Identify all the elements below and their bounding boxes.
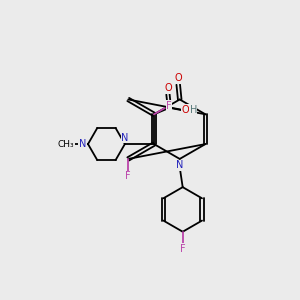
Text: O: O [182,105,190,115]
Text: O: O [174,73,182,83]
Text: N: N [79,139,86,149]
Text: F: F [125,171,131,181]
Text: N: N [79,139,86,149]
Text: O: O [182,105,190,115]
Text: CH₃: CH₃ [58,140,75,148]
Text: CH₃: CH₃ [58,140,75,148]
Text: H: H [190,105,197,115]
Text: F: F [125,171,131,181]
Text: F: F [180,244,185,254]
Text: N: N [121,133,128,142]
Text: O: O [164,83,172,94]
Text: O: O [164,83,172,94]
Text: H: H [190,105,197,115]
Text: F: F [166,101,172,111]
Text: O: O [174,73,182,83]
Text: N: N [176,160,183,170]
Text: F: F [180,244,185,254]
Text: N: N [121,133,128,142]
Text: F: F [166,101,172,111]
Text: N: N [176,160,183,170]
